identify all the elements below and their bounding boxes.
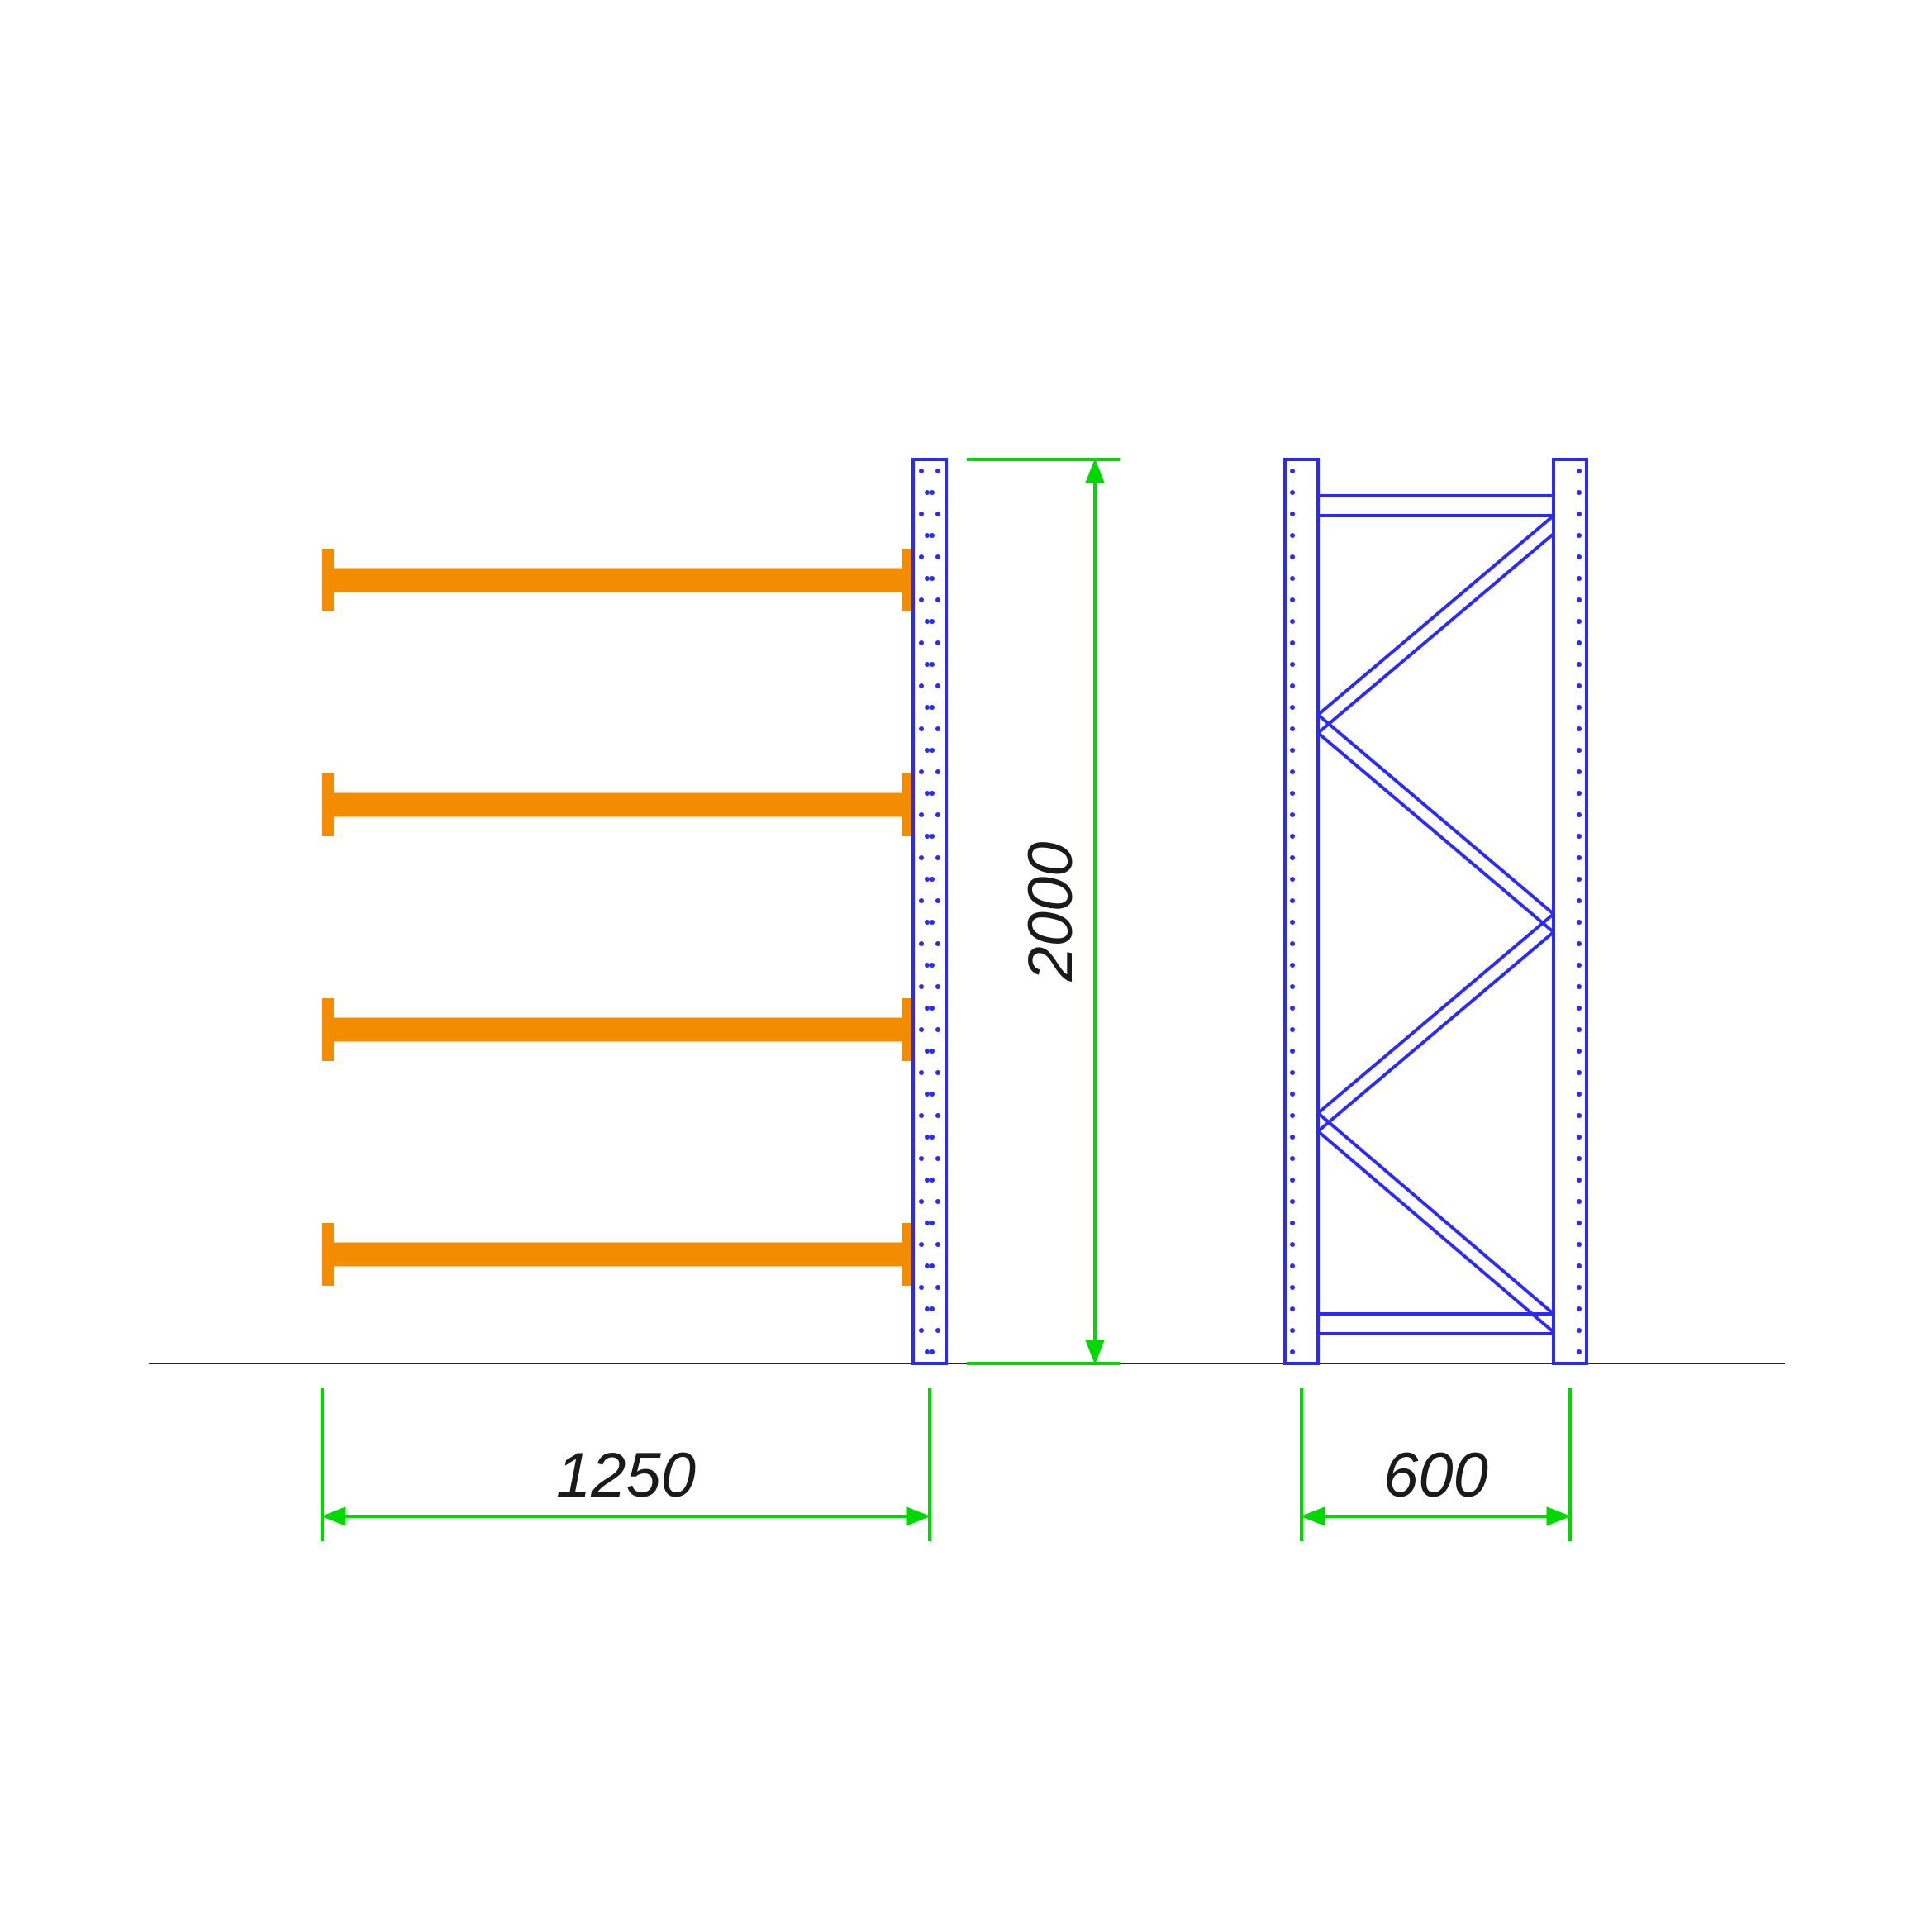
cross-rail-bottom: [1318, 1314, 1554, 1334]
upright-side-right: [1554, 459, 1587, 1363]
shelf-beam: [322, 549, 913, 611]
diagonal-brace: [1318, 1113, 1554, 1332]
dimension-width-side: 600: [1301, 1388, 1570, 1541]
dimension-width-side-label: 600: [1383, 1440, 1488, 1511]
shelf-beam: [322, 1223, 913, 1286]
dimension-height-label: 2000: [1016, 841, 1086, 982]
diagonal-brace: [1318, 715, 1554, 932]
technical-drawing: 2000 1250 600: [0, 0, 1932, 1932]
dimension-height: 2000: [967, 459, 1120, 1363]
shelf-beam: [322, 998, 913, 1061]
upright-front: [913, 459, 946, 1363]
diagonal-brace: [1318, 516, 1554, 733]
dimension-width-front-label: 1250: [556, 1440, 696, 1511]
dimension-width-front: 1250: [322, 1388, 930, 1541]
upright-side-left: [1285, 459, 1318, 1363]
cross-rail-top: [1318, 496, 1554, 516]
diagonal-brace: [1318, 914, 1554, 1131]
shelf-beam: [322, 773, 913, 836]
